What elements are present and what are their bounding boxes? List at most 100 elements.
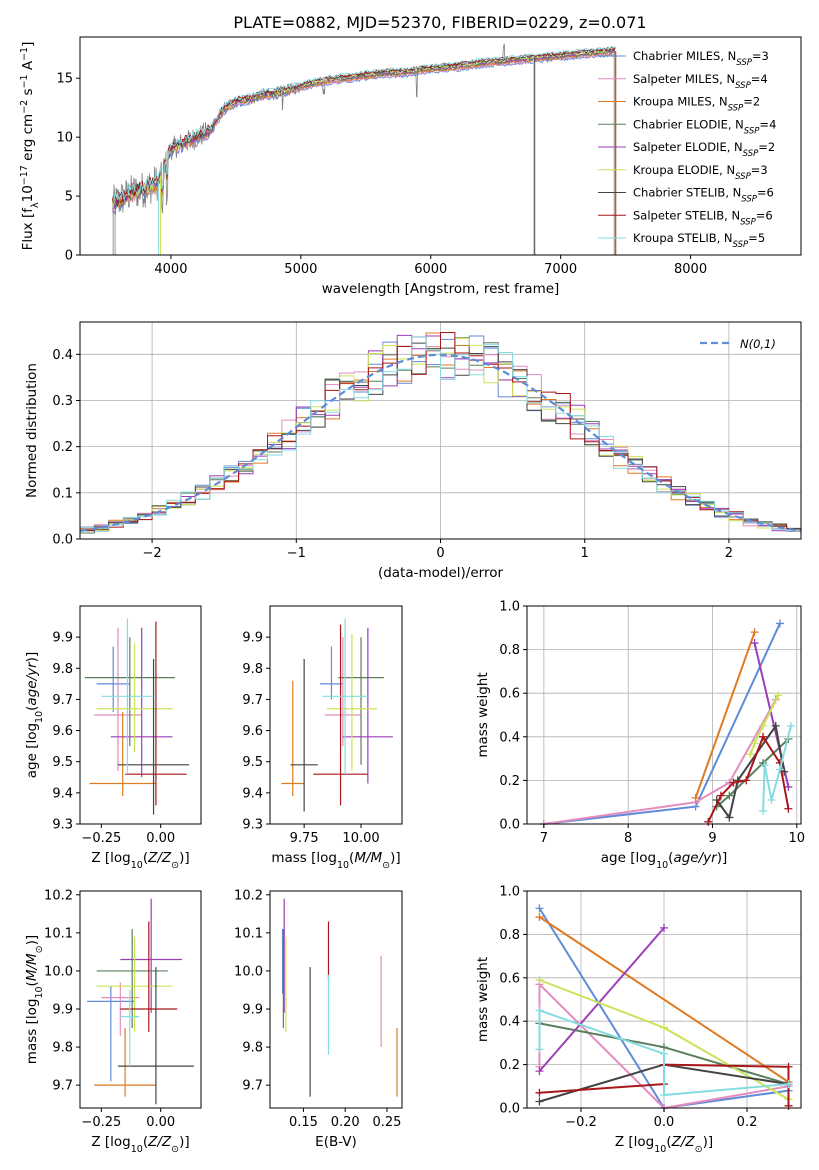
x-axis-label: Z [log10(Z/Z⊙)]	[91, 1134, 189, 1155]
weight-marker	[535, 913, 544, 922]
histogram-kroupa-stelib	[79, 336, 802, 539]
weight-marker	[767, 796, 776, 805]
x-axis-label: wavelength [Angstrom, rest frame]	[322, 281, 560, 297]
weight-marker	[535, 975, 544, 984]
weight-marker	[704, 817, 713, 826]
weight-marker	[716, 791, 725, 800]
y-tick-label: 9.9	[242, 631, 263, 646]
y-tick-label: 0.8	[499, 643, 520, 658]
x-tick-label: 0.00	[146, 1115, 175, 1130]
x-tick-label: 6000	[414, 262, 447, 277]
weight-marker	[750, 739, 759, 748]
y-tick-label: 0.3	[52, 394, 73, 409]
weight-marker	[759, 732, 768, 741]
x-tick-label: 0.0	[654, 1115, 675, 1130]
x-tick-label: −1	[287, 546, 306, 561]
y-tick-label: 0.2	[52, 440, 73, 455]
x-tick-label: 0.20	[331, 1115, 360, 1130]
y-tick-label: 9.7	[52, 1079, 73, 1094]
y-tick-label: 10.1	[234, 926, 263, 941]
y-tick-label: 1.0	[499, 885, 520, 900]
weight-line-chabrier-miles	[543, 622, 781, 825]
weight-line-kroupa-miles	[694, 631, 756, 799]
x-tick-label: −0.2	[565, 1115, 597, 1130]
y-tick-label: 0.1	[52, 486, 73, 501]
x-tick-label: 10.00	[342, 831, 379, 846]
weight-marker	[786, 721, 795, 730]
y-tick-label: 9.5	[242, 755, 263, 770]
weight-marker	[759, 721, 768, 730]
chart-title: PLATE=0882, MJD=52370, FIBERID=0229, z=0…	[233, 13, 646, 32]
y-tick-label: 9.8	[242, 662, 263, 677]
x-tick-label: 0.25	[372, 1115, 401, 1130]
x-tick-label: 0	[436, 546, 444, 561]
y-tick-label: 9.6	[242, 724, 263, 739]
reference-gaussian-line	[79, 353, 802, 532]
y-tick-label: 9.8	[52, 1041, 73, 1056]
y-tick-label: 10.2	[234, 888, 263, 903]
x-axis-label: age [log10(age/yr)]	[601, 850, 727, 871]
y-tick-label: 0.4	[499, 730, 520, 745]
weight-marker	[535, 1006, 544, 1015]
y-tick-label: 9.7	[242, 1079, 263, 1094]
legend-entry: Kroupa ELODIE, NSSP=3	[633, 163, 768, 182]
errorbar-panel-3: 9.75 10.00 9.3 9.4 9.5 9.6 9.7 9.8 9.9 mass [log1…	[242, 605, 403, 871]
y-axis-label: age [log10(age/yr)]	[24, 652, 45, 778]
y-tick-label: 10.0	[234, 964, 263, 979]
x-axis-label: mass [log10(M/M⊙)]	[271, 850, 400, 871]
weight-marker	[660, 1090, 668, 1099]
y-tick-label: 9.4	[52, 786, 73, 801]
weight-line-kroupa-elodie	[749, 694, 780, 755]
weight-marker	[691, 793, 700, 802]
y-tick-label: 9.7	[242, 693, 263, 708]
weight-marker	[775, 619, 784, 628]
x-tick-label: 1	[581, 546, 589, 561]
weight-marker	[784, 782, 793, 791]
legend-entry: Salpeter ELODIE, NSSP=2	[633, 140, 775, 159]
model-line-salpeter-stelib	[112, 46, 616, 205]
y-tick-label: 0.4	[52, 348, 73, 363]
y-tick-label: 10.2	[44, 888, 73, 903]
y-tick-label: 9.5	[52, 755, 73, 770]
y-tick-label: 0.2	[499, 774, 520, 789]
y-tick-label: 0.0	[499, 1102, 520, 1117]
weight-line-salpeter-elodie	[538, 927, 665, 1072]
legend-entry: N(0,1)	[740, 337, 776, 351]
histogram-panel: −2 −1 0 1 2 0.0 0.1 0.2 0.3 0.4 (data-model)/error…	[24, 321, 802, 581]
weight-marker	[784, 804, 793, 813]
y-tick-label: 0.8	[499, 928, 520, 943]
legend: N(0,1)	[700, 337, 776, 351]
x-tick-label: −2	[143, 546, 162, 561]
legend-entry: Salpeter MILES, NSSP=4	[633, 72, 768, 91]
weight-marker	[725, 813, 734, 822]
x-axis-label: Z [log10(Z/Z⊙)]	[91, 850, 189, 871]
y-tick-label: 9.9	[242, 1003, 263, 1018]
y-axis-label: mass weight	[475, 957, 491, 1042]
weight-marker	[660, 1049, 668, 1058]
y-tick-label: 0.6	[499, 687, 520, 702]
y-tick-label: 9.3	[52, 818, 73, 833]
weight-marker	[729, 778, 738, 787]
weight-marker	[784, 1080, 793, 1089]
x-tick-label: 10	[789, 831, 806, 846]
y-tick-label: 0.0	[52, 533, 73, 548]
x-tick-label: 0.15	[289, 1115, 318, 1130]
y-tick-label: 9.6	[52, 724, 73, 739]
legend: Chabrier MILES, NSSP=3 Salpeter MILES, NS…	[598, 49, 776, 250]
weight-marker	[774, 691, 783, 700]
y-axis-label: mass weight	[475, 672, 491, 757]
weight-marker	[750, 628, 759, 637]
weight-marker	[660, 1023, 668, 1032]
weight-marker	[535, 1097, 544, 1106]
legend-entry: Kroupa STELIB, NSSP=5	[633, 231, 765, 250]
y-tick-label: 1.0	[499, 600, 520, 615]
y-tick-label: 10.1	[44, 926, 73, 941]
weight-marker	[746, 750, 755, 759]
y-tick-label: 5	[65, 190, 73, 205]
errorbar-panel-5: −0.25 0.00 9.7 9.8 9.9 10.0 10.1 10.2 Z [log10(Z…	[24, 888, 202, 1155]
legend-entry: Chabrier STELIB, NSSP=6	[633, 186, 774, 205]
y-tick-label: 0.6	[499, 971, 520, 986]
axes-frame	[269, 605, 403, 825]
weight-marker	[784, 1101, 793, 1110]
